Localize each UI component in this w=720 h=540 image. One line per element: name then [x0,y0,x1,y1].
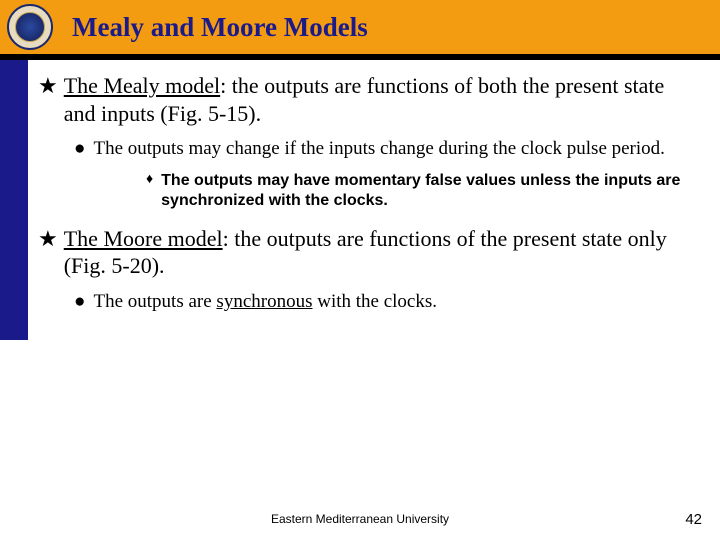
star-bullet-icon: ★ [38,225,58,253]
underlined-term: synchronous [216,291,312,312]
bullet-text: The outputs may change if the inputs cha… [93,137,664,161]
bullet-l1: ★ The Mealy model: the outputs are funct… [38,72,690,211]
bullet-l2: ● The outputs may change if the inputs c… [74,137,690,211]
bullet-text: The outputs may have momentary false val… [161,171,690,211]
slide-content: ★ The Mealy model: the outputs are funct… [38,72,690,324]
header-divider [0,54,720,60]
page-number: 42 [685,511,702,528]
header-bar: Mealy and Moore Models [0,0,720,54]
dot-bullet-icon: ● [74,290,85,314]
logo-wrap [0,0,60,54]
bullet-l3: ♦ The outputs may have momentary false v… [146,171,690,211]
bullet-l2: ● The outputs are synchronous with the c… [74,290,690,314]
star-bullet-icon: ★ [38,72,58,100]
bullet-text: The Mealy model: the outputs are functio… [64,72,690,127]
slide-title: Mealy and Moore Models [72,12,368,43]
underlined-term: The Mealy model [64,73,220,98]
logo-inner-icon [15,12,45,42]
diamond-bullet-icon: ♦ [146,171,153,189]
bullet-text: The Moore model: the outputs are functio… [64,225,690,280]
bullet-l1: ★ The Moore model: the outputs are funct… [38,225,690,314]
side-accent-bar [0,60,28,340]
dot-bullet-icon: ● [74,137,85,161]
footer-text: Eastern Mediterranean University [0,512,720,526]
underlined-term: The Moore model [64,226,223,251]
bullet-text: The outputs are synchronous with the clo… [93,290,437,314]
university-logo [7,4,53,50]
